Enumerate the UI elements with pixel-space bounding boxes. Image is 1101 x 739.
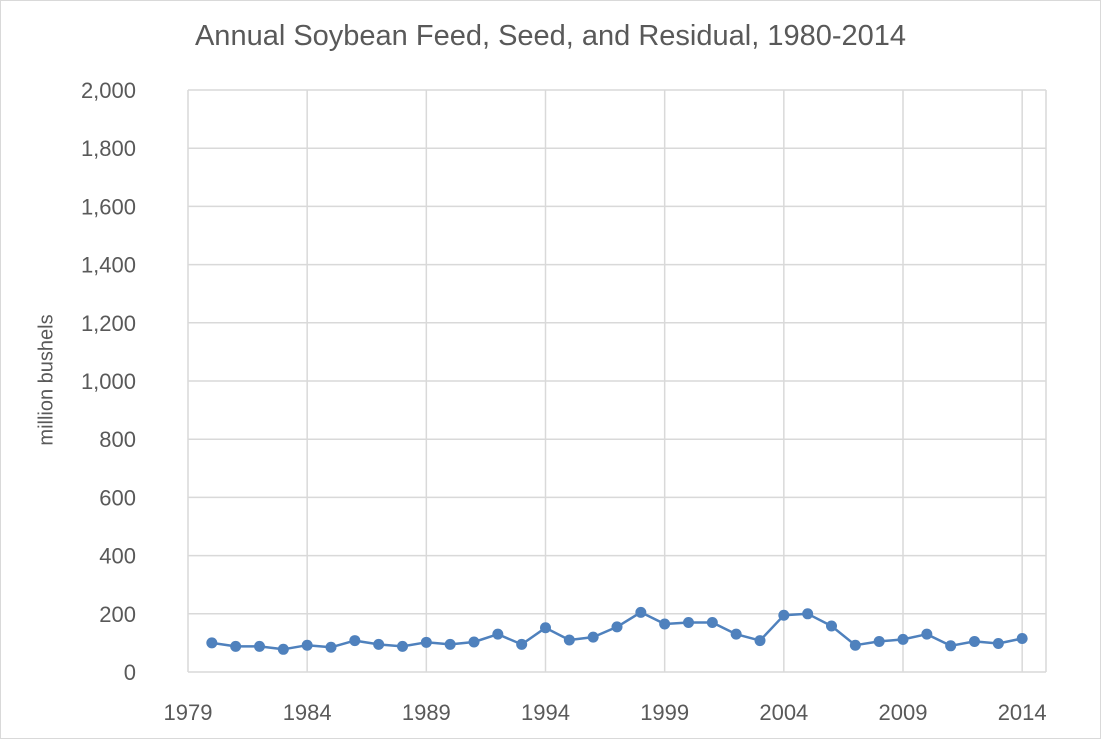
data-point [802, 608, 814, 620]
x-tick-label: 2004 [759, 700, 808, 725]
data-point [397, 640, 408, 652]
grid-lines [187, 89, 1047, 673]
data-point [897, 633, 909, 645]
data-point [921, 628, 933, 640]
y-tick-label: 200 [99, 602, 136, 627]
data-point [540, 622, 551, 634]
data-point [277, 643, 289, 655]
x-tick-label: 1989 [402, 700, 451, 725]
data-point [587, 631, 599, 643]
data-series [206, 606, 1028, 655]
data-point [826, 620, 837, 632]
data-point [516, 638, 528, 650]
data-point [468, 636, 480, 648]
data-point [849, 639, 861, 651]
data-point [611, 621, 623, 633]
data-point [492, 628, 504, 640]
data-point [778, 609, 790, 621]
data-point [444, 638, 456, 650]
data-point [420, 636, 432, 648]
data-point [683, 617, 694, 629]
y-tick-label: 800 [99, 427, 136, 452]
y-tick-label: 1,200 [81, 311, 136, 336]
data-point [563, 634, 575, 646]
data-point [206, 637, 218, 649]
data-point [969, 635, 980, 647]
data-point [659, 618, 671, 630]
data-point [1016, 633, 1028, 645]
data-point [349, 635, 361, 647]
x-tick-label: 1994 [521, 700, 570, 725]
y-tick-label: 400 [99, 544, 136, 569]
data-point [230, 640, 242, 652]
data-point [730, 628, 742, 640]
x-tick-label: 1979 [164, 700, 213, 725]
y-tick-label: 1,000 [81, 369, 136, 394]
y-tick-labels: 0 200 400 600 800 1,000 1,200 1,400 1,600 1,800 2,… [81, 78, 136, 685]
y-tick-label: 1,400 [81, 253, 136, 278]
y-tick-label: 1,800 [81, 136, 136, 161]
data-point [754, 635, 766, 647]
data-point [873, 635, 885, 647]
chart-title: Annual Soybean Feed, Seed, and Residual,… [194, 20, 907, 52]
x-tick-labels: 1979 1984 1989 1994 1999 2004 2009 2014 [164, 700, 1047, 725]
y-tick-label: 0 [124, 660, 136, 685]
data-point [635, 606, 647, 618]
data-point [301, 639, 313, 651]
data-point [254, 640, 265, 652]
data-point [992, 637, 1004, 649]
data-point [706, 617, 718, 629]
y-tick-label: 600 [99, 485, 136, 510]
y-tick-label: 2,000 [81, 78, 136, 103]
data-point [945, 640, 957, 652]
x-tick-label: 2009 [879, 700, 928, 725]
x-tick-label: 1999 [640, 700, 689, 725]
y-tick-label: 1,600 [81, 194, 136, 219]
data-point [325, 641, 337, 653]
x-tick-label: 2014 [998, 700, 1047, 725]
x-tick-label: 1984 [283, 700, 332, 725]
data-point [373, 638, 385, 650]
